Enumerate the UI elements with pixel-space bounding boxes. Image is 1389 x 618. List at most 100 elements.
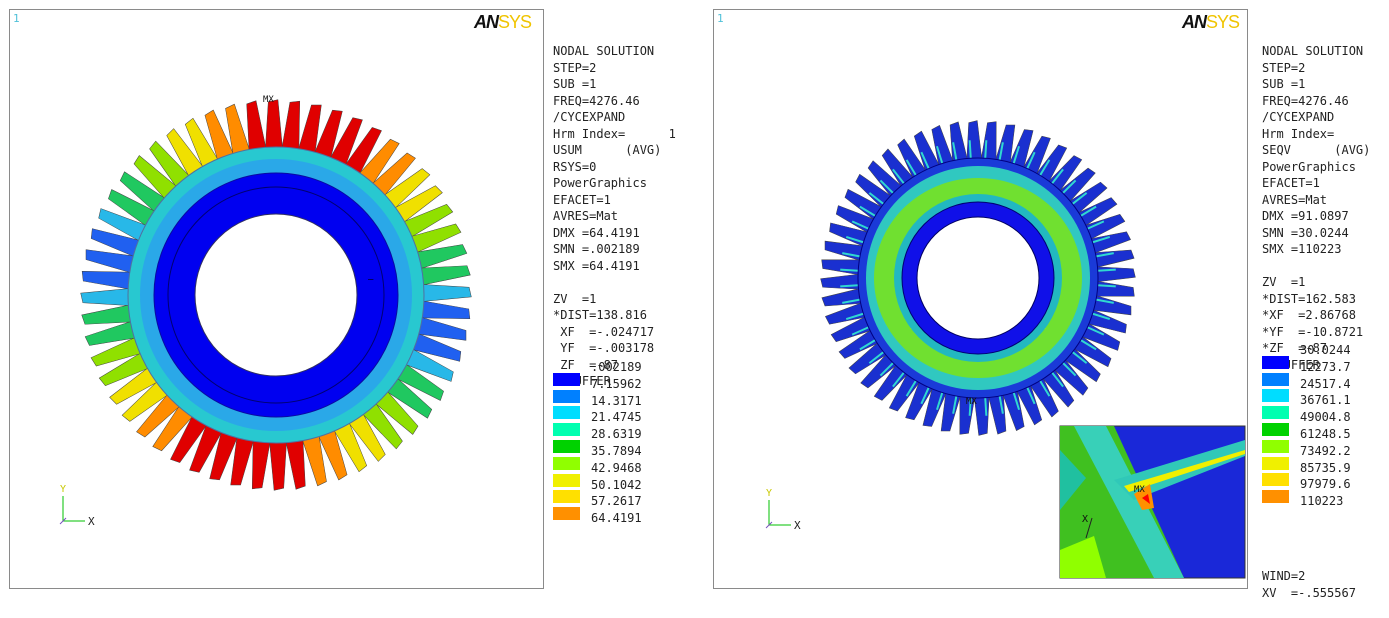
legend-value: 57.2617 bbox=[591, 494, 642, 509]
viewport-number: 1 bbox=[717, 12, 724, 25]
legend-swatch bbox=[553, 473, 580, 487]
right-footer-info: WIND=2 XV =-.555567 bbox=[1262, 535, 1356, 618]
legend-swatch bbox=[1262, 389, 1289, 403]
mn-marker: – bbox=[368, 275, 374, 285]
left-gear-contour-plot: MX – Y X bbox=[59, 95, 472, 528]
legend-entry: 35.7894 bbox=[553, 440, 693, 460]
legend-value: 21.4745 bbox=[591, 410, 642, 425]
gear-bore bbox=[916, 216, 1040, 340]
legend-entry: 28.6319 bbox=[553, 423, 693, 443]
info-line: *YF =-10.8721 bbox=[1262, 324, 1364, 339]
info-line: NODAL SOLUTION bbox=[553, 44, 655, 58]
legend-entry: .002189 bbox=[553, 360, 693, 376]
legend-value: 30.0244 bbox=[1300, 343, 1351, 357]
info-line: Hrm Index= 1 bbox=[553, 126, 676, 141]
legend-entry: 21.4745 bbox=[553, 406, 693, 426]
legend-value: 110223 bbox=[1300, 494, 1344, 509]
svg-text:MX: MX bbox=[1134, 485, 1145, 495]
legend-value: 35.7894 bbox=[591, 444, 642, 458]
legend-entry: 36761.1 bbox=[1262, 389, 1389, 409]
info-line: Hrm Index= bbox=[1262, 126, 1335, 141]
gear-tooth bbox=[264, 99, 283, 155]
legend-swatch bbox=[1262, 423, 1289, 436]
info-line: /CYCEXPAND bbox=[1262, 110, 1335, 124]
info-line: *ZF =-87 bbox=[1262, 341, 1328, 355]
legend-value: 12273.7 bbox=[1300, 359, 1351, 374]
legend-swatch bbox=[1262, 439, 1289, 453]
info-line: SMX =64.4191 bbox=[553, 258, 640, 273]
legend-value: 73492.2 bbox=[1300, 443, 1351, 458]
right-graphics-window[interactable]: 1 ANSYS MX Y X MX bbox=[713, 9, 1248, 589]
svg-text:X: X bbox=[88, 515, 95, 528]
legend-value: 28.6319 bbox=[591, 427, 642, 442]
legend-value: 36761.1 bbox=[1300, 393, 1351, 408]
info-line: SMN =30.0244 bbox=[1262, 225, 1349, 240]
right-gear-contour-plot: MX Y X MX X bbox=[765, 120, 1246, 579]
legend-swatch bbox=[1262, 372, 1289, 386]
info-line bbox=[553, 274, 676, 291]
legend-entry: 24517.4 bbox=[1262, 372, 1389, 393]
info-line: /CYCEXPAND bbox=[553, 110, 626, 124]
legend-value: 7.15962 bbox=[591, 376, 642, 391]
info-line: FREQ=4276.46 bbox=[553, 93, 640, 108]
svg-text:Y: Y bbox=[766, 488, 772, 499]
left-graphics-window[interactable]: 1 ANSYS MX – Y X bbox=[9, 9, 544, 589]
legend-entry: 14.3171 bbox=[553, 389, 693, 410]
gear-tooth bbox=[80, 288, 136, 307]
legend-entry: 110223 bbox=[1262, 490, 1389, 510]
zoom-inset-window: MX X bbox=[1059, 425, 1246, 579]
info-line: ZV =1 bbox=[1262, 275, 1306, 289]
legend-swatch bbox=[1262, 406, 1289, 420]
info-line: AVRES=Mat bbox=[1262, 192, 1328, 207]
legend-entry: 30.0244 bbox=[1262, 343, 1389, 359]
info-line: EFACET=1 bbox=[553, 192, 611, 207]
info-line: XF =-.024717 bbox=[553, 324, 655, 339]
info-line: ZV =1 bbox=[553, 291, 597, 306]
legend-value: 50.1042 bbox=[591, 477, 642, 492]
legend-entry: 73492.2 bbox=[1262, 439, 1389, 460]
info-line: SUB =1 bbox=[553, 77, 597, 91]
legend-entry: 97979.6 bbox=[1262, 473, 1389, 493]
gear-inner-ring-line bbox=[167, 186, 385, 404]
gear-teeth bbox=[80, 99, 472, 491]
legend-value: 14.3171 bbox=[591, 393, 642, 408]
legend-swatch bbox=[553, 406, 580, 420]
svg-text:X: X bbox=[1082, 514, 1088, 525]
info-line: DMX =91.0897 bbox=[1262, 209, 1349, 223]
legend-swatch bbox=[553, 490, 580, 504]
legend-swatch bbox=[1262, 456, 1289, 470]
ansys-logo: ANSYS bbox=[474, 12, 532, 32]
legend-entry: 61248.5 bbox=[1262, 423, 1389, 443]
info-line: EFACET=1 bbox=[1262, 176, 1320, 190]
legend-value: 97979.6 bbox=[1300, 477, 1351, 492]
info-line: SUB =1 bbox=[1262, 77, 1306, 91]
info-line: PowerGraphics bbox=[1262, 159, 1356, 174]
legend-value: 49004.8 bbox=[1300, 410, 1351, 425]
info-line: XV =-.555567 bbox=[1262, 585, 1356, 600]
legend-entry: 57.2617 bbox=[553, 490, 693, 510]
legend-entry: 49004.8 bbox=[1262, 406, 1389, 426]
legend-swatch bbox=[553, 372, 580, 386]
info-line: AVRES=Mat bbox=[553, 209, 619, 223]
info-line: SEQV (AVG) bbox=[1262, 143, 1371, 157]
legend-swatch bbox=[553, 507, 580, 521]
mx-marker: MX bbox=[263, 95, 274, 105]
coordinate-triad: Y X bbox=[765, 488, 801, 532]
info-line: SMX =110223 bbox=[1262, 242, 1342, 256]
legend-entry: 7.15962 bbox=[553, 372, 693, 393]
right-info-panel: NODAL SOLUTION STEP=2 SUB =1 FREQ=4276.46/C… bbox=[1262, 10, 1370, 390]
legend-swatch bbox=[553, 389, 580, 403]
legend-swatch bbox=[553, 423, 580, 437]
info-line: *DIST=138.816 bbox=[553, 308, 647, 322]
legend-value: 85735.9 bbox=[1300, 460, 1351, 475]
info-line: DMX =64.4191 bbox=[553, 225, 640, 240]
info-line: NODAL SOLUTION bbox=[1262, 44, 1364, 58]
legend-entry: 42.9468 bbox=[553, 456, 693, 477]
legend-swatch bbox=[1262, 355, 1289, 369]
coordinate-triad: Y X bbox=[59, 484, 95, 528]
left-info-panel: NODAL SOLUTION STEP=2 SUB =1 FREQ=4276.46/C… bbox=[553, 10, 676, 406]
legend-value: 64.4191 bbox=[591, 511, 642, 526]
legend-value: 61248.5 bbox=[1300, 427, 1351, 441]
info-line: *DIST=162.583 bbox=[1262, 291, 1356, 306]
info-line: STEP=2 bbox=[553, 60, 597, 75]
